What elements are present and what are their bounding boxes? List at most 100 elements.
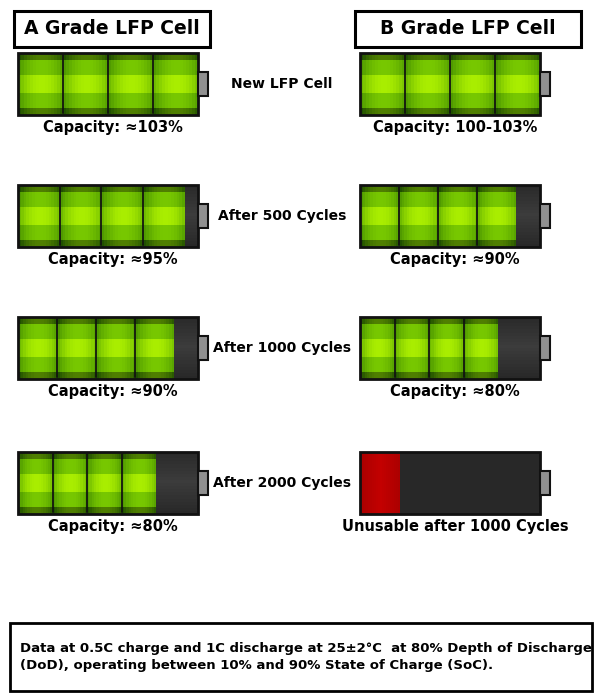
Bar xyxy=(170,53,174,115)
Bar xyxy=(402,53,405,115)
Bar xyxy=(388,339,391,356)
Bar xyxy=(76,208,79,224)
Bar xyxy=(483,53,486,115)
Bar xyxy=(182,108,186,115)
Bar xyxy=(435,75,438,93)
Bar xyxy=(174,357,197,361)
Bar xyxy=(52,317,55,379)
Bar xyxy=(117,53,120,115)
Bar xyxy=(492,53,495,115)
Bar xyxy=(397,317,400,324)
Bar xyxy=(18,452,197,514)
Bar xyxy=(369,339,372,356)
Bar xyxy=(362,339,365,356)
Bar xyxy=(420,208,423,224)
Bar xyxy=(99,317,102,379)
Bar xyxy=(99,108,102,115)
Bar xyxy=(443,185,447,192)
Bar xyxy=(480,208,483,224)
Bar xyxy=(370,240,373,247)
Bar xyxy=(370,185,373,247)
Bar xyxy=(57,475,60,491)
Bar xyxy=(173,108,177,115)
Bar xyxy=(438,317,441,379)
Bar xyxy=(90,108,93,115)
Bar xyxy=(132,339,135,356)
Bar xyxy=(488,185,491,192)
Bar xyxy=(498,75,501,93)
Bar xyxy=(93,53,96,115)
Bar xyxy=(149,452,152,514)
Bar xyxy=(374,339,377,356)
Bar xyxy=(119,507,122,514)
Bar xyxy=(72,53,75,115)
Bar xyxy=(436,317,439,324)
Bar xyxy=(366,452,368,514)
Bar xyxy=(40,240,43,247)
Bar xyxy=(369,53,373,60)
Bar xyxy=(128,372,131,379)
Bar xyxy=(383,240,386,247)
Bar xyxy=(516,219,539,222)
Bar xyxy=(176,208,180,224)
Bar xyxy=(373,185,376,247)
Text: Capacity: ≈80%: Capacity: ≈80% xyxy=(48,519,178,534)
Bar xyxy=(60,108,63,115)
Bar xyxy=(446,208,449,224)
Text: After 1000 Cycles: After 1000 Cycles xyxy=(213,341,351,355)
Bar xyxy=(157,483,197,486)
Bar xyxy=(126,452,129,514)
Bar xyxy=(146,240,149,247)
Bar xyxy=(163,240,166,247)
Bar xyxy=(433,372,436,379)
Bar xyxy=(397,317,400,379)
Bar xyxy=(474,108,477,115)
Bar xyxy=(75,75,78,93)
Bar xyxy=(143,507,145,514)
Bar xyxy=(113,185,116,192)
Text: B Grade LFP Cell: B Grade LFP Cell xyxy=(380,20,556,38)
Bar xyxy=(124,185,127,247)
Bar xyxy=(464,208,467,224)
Bar xyxy=(28,317,31,379)
Bar xyxy=(176,75,180,93)
Bar xyxy=(174,363,197,366)
Bar xyxy=(65,185,69,192)
Bar xyxy=(414,53,417,60)
Bar xyxy=(138,475,141,491)
Bar xyxy=(32,185,35,192)
Bar xyxy=(170,108,174,115)
Bar xyxy=(166,240,169,247)
Bar xyxy=(462,240,465,247)
Bar xyxy=(90,452,92,514)
Bar xyxy=(117,372,120,379)
Bar xyxy=(63,53,66,60)
Bar xyxy=(152,452,155,459)
Bar xyxy=(174,348,197,351)
Bar xyxy=(172,317,175,324)
Bar xyxy=(391,240,394,247)
Bar xyxy=(18,507,21,514)
Bar xyxy=(135,372,138,379)
Bar xyxy=(143,185,146,192)
Bar xyxy=(113,208,116,224)
Bar xyxy=(496,317,498,379)
Bar xyxy=(105,53,108,60)
Bar xyxy=(110,452,113,459)
Bar xyxy=(18,452,21,514)
Bar xyxy=(174,208,177,224)
Bar xyxy=(123,53,126,115)
Bar xyxy=(459,185,462,192)
Bar xyxy=(459,185,462,247)
Bar xyxy=(491,317,494,379)
Bar xyxy=(157,185,161,247)
Bar xyxy=(194,53,198,60)
Bar xyxy=(156,53,159,115)
Bar xyxy=(81,53,84,60)
Bar xyxy=(156,372,159,379)
Bar xyxy=(129,452,131,459)
Bar xyxy=(490,208,493,224)
Bar xyxy=(138,208,141,224)
Bar xyxy=(376,339,379,356)
Bar xyxy=(62,317,66,379)
